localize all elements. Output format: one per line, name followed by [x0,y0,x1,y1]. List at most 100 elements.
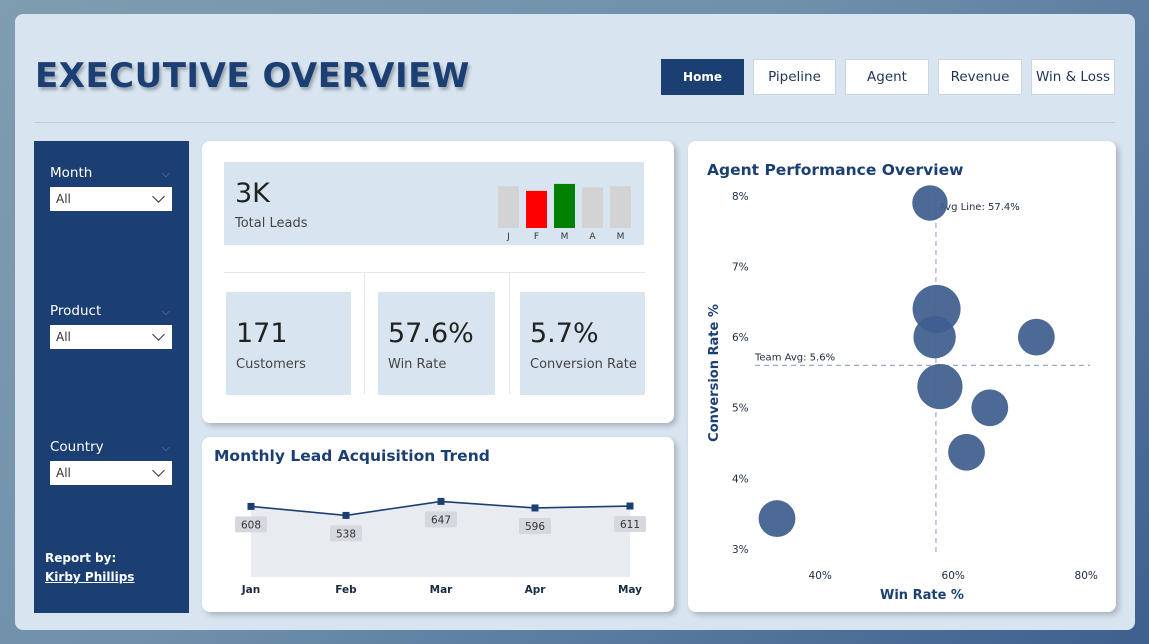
x-axis-tick: 80% [1075,570,1098,582]
agent-bubble [1017,318,1055,356]
tab-home[interactable]: Home [661,59,744,95]
data-label-box [235,516,267,533]
y-axis-tick: 7% [732,262,749,274]
x-axis-tick: 60% [942,570,965,582]
trend-data-label: 647 [431,514,451,526]
mini-bar [526,190,547,228]
chevron-down-icon[interactable]: ⌵ [161,167,170,180]
trend-x-tick: Apr [525,584,547,596]
team-avg-label: Team Avg: 5.6% [754,352,835,363]
kpi-card: 3K Total Leads J F M A M 171 Customers 57.6%… [202,141,674,423]
y-axis-tick: 6% [732,332,749,344]
product-select[interactable]: All [50,325,172,349]
tab-win-loss[interactable]: Win & Loss [1031,59,1115,95]
month-select-value: All [56,192,71,206]
conversion-rate-tile: 5.7% Conversion Rate [520,292,645,395]
conversion-rate-label: Conversion Rate [530,357,637,372]
trend-data-label: 596 [525,521,545,533]
nav-tabs: Home Pipeline Agent Revenue Win & Loss [661,59,1115,95]
lead-trend-card: Monthly Lead Acquisition Trend 608 Jan 538… [202,437,674,612]
filter-month: Month ⌵ All [50,165,172,211]
customers-label: Customers [236,357,306,372]
tab-pipeline[interactable]: Pipeline [753,59,836,95]
mini-bar [610,186,631,228]
mini-bar-label: A [589,232,596,242]
chevron-down-icon [152,328,165,341]
y-axis-tick: 3% [732,544,749,556]
filter-product: Product ⌵ All [50,303,172,349]
filter-sidebar: Month ⌵ All Product ⌵ All Country ⌵ All … [34,141,189,613]
conversion-rate-value: 5.7% [530,318,599,349]
kpi-divider [224,272,646,273]
trend-data-label: 538 [336,528,356,540]
agent-bubble [912,185,948,221]
filter-country: Country ⌵ All [50,439,172,485]
agent-bubble [758,500,796,537]
chevron-down-icon[interactable]: ⌵ [161,441,170,454]
total-leads-value: 3K [235,178,270,209]
report-by-label: Report by: [45,551,117,565]
lead-trend-chart: 608 Jan 538 Feb 647 Mar 596 Apr 611 May [235,497,646,596]
mini-bar-label: M [617,232,625,242]
trend-point [531,504,539,512]
product-select-value: All [56,330,71,344]
chevron-down-icon [152,190,165,203]
mini-bar-label: J [506,232,510,242]
mini-bar-label: F [534,232,539,242]
agent-bubble [971,389,1009,427]
win-rate-tile: 57.6% Win Rate [378,292,495,395]
win-rate-value: 57.6% [388,318,474,349]
month-select[interactable]: All [50,187,172,211]
agent-bubble [913,315,956,359]
country-select[interactable]: All [50,461,172,485]
data-label-box [330,525,362,542]
mini-bar [582,187,603,228]
trend-x-tick: Mar [430,584,454,596]
y-axis-title: Conversion Rate % [707,304,722,442]
chevron-down-icon [152,464,165,477]
agent-performance-title: Agent Performance Overview [707,161,964,179]
lead-trend-title: Monthly Lead Acquisition Trend [214,447,490,465]
trend-point [342,511,350,519]
trend-x-tick: Jan [241,584,260,596]
mini-bar-label: M [561,232,569,242]
country-select-value: All [56,466,71,480]
trend-point [247,502,255,510]
customers-tile: 171 Customers [226,292,351,395]
tab-revenue[interactable]: Revenue [938,59,1022,95]
y-axis-tick: 4% [732,473,749,485]
dashboard-canvas: EXECUTIVE OVERVIEW Home Pipeline Agent R… [15,14,1135,630]
kpi-divider [364,272,365,394]
trend-data-label: 611 [620,519,640,531]
agent-performance-card: Agent Performance Overview Avg Line: 57.… [688,141,1116,612]
trend-x-tick: May [618,584,642,596]
agent-bubble [948,433,985,471]
agent-bubble [917,363,963,410]
total-leads-label: Total Leads [235,216,308,231]
chevron-down-icon[interactable]: ⌵ [161,305,170,318]
report-author-link[interactable]: Kirby Phillips [45,570,135,584]
y-axis-tick: 8% [732,191,749,203]
x-axis-title: Win Rate % [880,588,964,603]
agent-performance-chart: Avg Line: 57.4% Team Avg: 5.6% 3% 4% 5% 6% 7% 8… [707,185,1098,603]
total-leads-tile: 3K Total Leads J F M A M [224,162,644,245]
win-rate-label: Win Rate [388,357,447,372]
filter-product-label: Product [50,303,102,319]
mini-bar [498,186,519,228]
x-axis-tick: 40% [809,570,832,582]
filter-country-label: Country [50,439,104,455]
trend-point [626,502,634,510]
data-label-box [519,517,551,534]
kpi-divider [509,272,510,394]
trend-point [437,497,445,505]
header-divider [35,122,1115,123]
trend-x-tick: Feb [335,584,357,596]
tab-agent[interactable]: Agent [845,59,929,95]
customers-value: 171 [236,318,288,349]
page-title: EXECUTIVE OVERVIEW [35,56,470,96]
trend-data-label: 608 [241,519,261,531]
mini-bar [554,183,575,228]
data-label-box [425,511,457,528]
filter-month-label: Month [50,165,93,181]
